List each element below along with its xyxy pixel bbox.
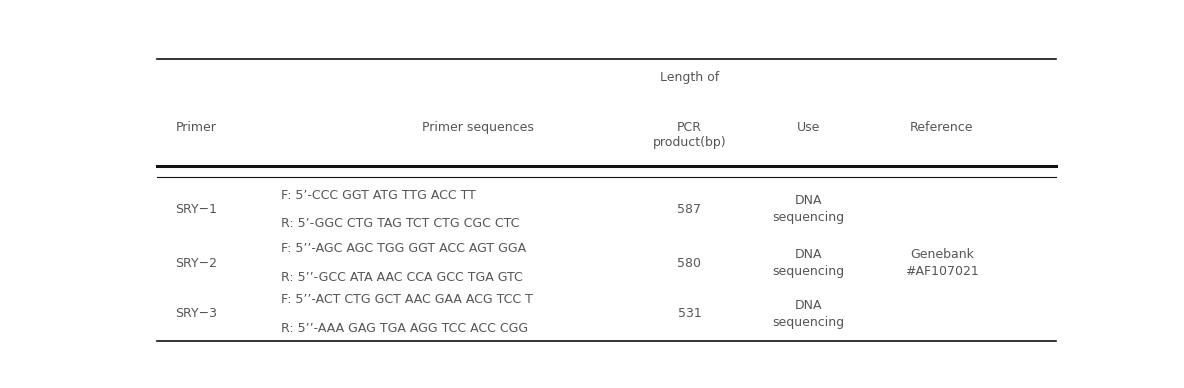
Text: R: 5’’-GCC ATA AAC CCA GCC TGA GTC: R: 5’’-GCC ATA AAC CCA GCC TGA GTC: [281, 271, 523, 284]
Text: R: 5’’-AAA GAG TGA AGG TCC ACC CGG: R: 5’’-AAA GAG TGA AGG TCC ACC CGG: [281, 322, 528, 335]
Text: F: 5’’-ACT CTG GCT AAC GAA ACG TCC T: F: 5’’-ACT CTG GCT AAC GAA ACG TCC T: [281, 293, 533, 306]
Text: SRY−1: SRY−1: [175, 203, 218, 216]
Text: 580: 580: [677, 256, 701, 270]
Text: 531: 531: [677, 307, 701, 320]
Text: product(bp): product(bp): [652, 136, 726, 149]
Text: Primer sequences: Primer sequences: [423, 121, 534, 134]
Text: SRY−3: SRY−3: [175, 307, 218, 320]
Text: F: 5’’-AGC AGC TGG GGT ACC AGT GGA: F: 5’’-AGC AGC TGG GGT ACC AGT GGA: [281, 242, 526, 255]
Text: Primer: Primer: [175, 121, 217, 134]
Text: PCR: PCR: [677, 121, 702, 134]
Text: DNA: DNA: [794, 194, 823, 207]
Text: R: 5’-GGC CTG TAG TCT CTG CGC CTC: R: 5’-GGC CTG TAG TCT CTG CGC CTC: [281, 217, 520, 230]
Text: 587: 587: [677, 203, 701, 216]
Text: sequencing: sequencing: [773, 316, 844, 329]
Text: DNA: DNA: [794, 248, 823, 261]
Text: Use: Use: [797, 121, 821, 134]
Text: Genebank: Genebank: [909, 248, 973, 261]
Text: DNA: DNA: [794, 299, 823, 312]
Text: #AF107021: #AF107021: [905, 265, 979, 278]
Text: F: 5’-CCC GGT ATG TTG ACC TT: F: 5’-CCC GGT ATG TTG ACC TT: [281, 189, 476, 201]
Text: Length of: Length of: [659, 71, 719, 85]
Text: sequencing: sequencing: [773, 211, 844, 225]
Text: SRY−2: SRY−2: [175, 256, 218, 270]
Text: Reference: Reference: [910, 121, 973, 134]
Text: sequencing: sequencing: [773, 265, 844, 278]
